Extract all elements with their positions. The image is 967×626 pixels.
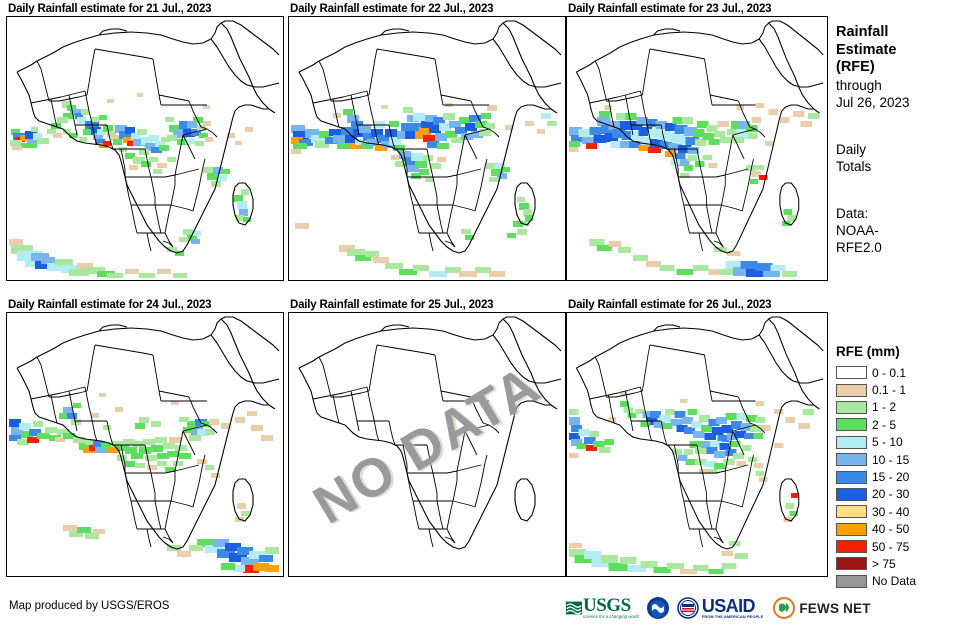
info-spacer-2 bbox=[836, 175, 964, 205]
legend-item: 50 - 75 bbox=[836, 538, 964, 555]
usgs-logo[interactable]: USGS science for a changing world bbox=[566, 595, 639, 621]
usaid-wordmark: USAID bbox=[701, 595, 756, 616]
legend-swatch bbox=[836, 418, 867, 432]
legend-swatch bbox=[836, 505, 867, 519]
info-totals-line1: Daily bbox=[836, 141, 867, 157]
africa-outline bbox=[298, 316, 562, 550]
usaid-logo[interactable]: USAID FROM THE AMERICAN PEOPLE bbox=[677, 595, 763, 621]
map-frame[interactable]: NO DATA bbox=[288, 312, 566, 577]
info-data-line2: NOAA- bbox=[836, 222, 879, 238]
rainfall-raster bbox=[9, 393, 279, 573]
info-through-line2: Jul 26, 2023 bbox=[836, 94, 910, 110]
legend-label: No Data bbox=[872, 574, 917, 589]
fews-net-logo[interactable]: FEWS NET bbox=[773, 595, 871, 621]
rainfall-raster bbox=[291, 103, 557, 277]
map-frame[interactable] bbox=[6, 312, 284, 577]
map-panel-24-jul: Daily Rainfall estimate for 24 Jul., 202… bbox=[6, 298, 284, 577]
legend-item: 0 - 0.1 bbox=[836, 364, 964, 381]
legend: RFE (mm) 0 - 0.1 0.1 - 1 1 - 2 2 - 5 5 -… bbox=[836, 344, 964, 590]
usgs-wave-icon bbox=[566, 601, 582, 615]
legend-item: 15 - 20 bbox=[836, 468, 964, 485]
legend-label: 2 - 5 bbox=[872, 417, 897, 432]
legend-label: 0 - 0.1 bbox=[872, 365, 907, 380]
panel-title: Daily Rainfall estimate for 25 Jul., 202… bbox=[290, 299, 494, 311]
info-panel: Rainfall Estimate (RFE) through Jul 26, … bbox=[836, 24, 964, 256]
legend-item: 0.1 - 1 bbox=[836, 381, 964, 398]
usaid-seal-icon bbox=[677, 597, 699, 619]
usaid-tagline: FROM THE AMERICAN PEOPLE bbox=[701, 613, 764, 619]
panel-title: Daily Rainfall estimate for 24 Jul., 202… bbox=[8, 299, 212, 311]
legend-swatch bbox=[836, 574, 867, 588]
africa-outline bbox=[298, 20, 562, 254]
africa-outline bbox=[575, 316, 824, 550]
legend-label: > 75 bbox=[872, 556, 896, 571]
logo-bar: USGS science for a changing world USAID bbox=[566, 594, 871, 622]
legend-swatch bbox=[836, 540, 867, 554]
legend-swatch bbox=[836, 400, 867, 414]
legend-label: 10 - 15 bbox=[872, 452, 910, 467]
rainfall-raster bbox=[568, 391, 814, 574]
legend-item: 1 - 2 bbox=[836, 399, 964, 416]
noaa-logo[interactable] bbox=[646, 595, 670, 621]
info-heading-line2: Estimate bbox=[836, 41, 897, 58]
fews-net-globe-icon bbox=[773, 597, 796, 619]
map-panel-23-jul: Daily Rainfall estimate for 23 Jul., 202… bbox=[566, 2, 828, 281]
legend-title: RFE (mm) bbox=[836, 344, 900, 359]
legend-label: 15 - 20 bbox=[872, 470, 910, 485]
legend-item: 10 - 15 bbox=[836, 451, 964, 468]
map-panel-22-jul: Daily Rainfall estimate for 22 Jul., 202… bbox=[288, 2, 566, 281]
info-spacer-1 bbox=[836, 111, 964, 141]
info-heading-line1: Rainfall bbox=[836, 24, 889, 40]
legend-item: No Data bbox=[836, 573, 964, 590]
map-frame[interactable] bbox=[566, 16, 828, 281]
info-data-line1: Data: bbox=[836, 205, 869, 221]
legend-swatch bbox=[836, 557, 867, 571]
legend-item: > 75 bbox=[836, 555, 964, 572]
map-panel-25-jul: Daily Rainfall estimate for 25 Jul., 202… bbox=[288, 298, 566, 577]
info-totals-line2: Totals bbox=[836, 158, 872, 174]
rainfall-raster bbox=[9, 93, 253, 278]
legend-item: 30 - 40 bbox=[836, 503, 964, 520]
africa-outline bbox=[16, 316, 280, 550]
legend-swatch bbox=[836, 435, 867, 449]
legend-item: 5 - 10 bbox=[836, 434, 964, 451]
legend-item: 2 - 5 bbox=[836, 416, 964, 433]
panel-title: Daily Rainfall estimate for 23 Jul., 202… bbox=[568, 3, 772, 15]
legend-swatch bbox=[836, 366, 867, 380]
map-credit: Map produced by USGS/EROS bbox=[9, 600, 170, 612]
noaa-seal-icon bbox=[646, 597, 669, 619]
legend-label: 40 - 50 bbox=[872, 522, 910, 537]
legend-swatch bbox=[836, 453, 867, 467]
legend-label: 50 - 75 bbox=[872, 539, 910, 554]
panel-title: Daily Rainfall estimate for 21 Jul., 202… bbox=[8, 3, 212, 15]
legend-label: 20 - 30 bbox=[872, 487, 910, 502]
legend-swatch bbox=[836, 383, 867, 397]
legend-swatch bbox=[836, 487, 867, 501]
legend-label: 0.1 - 1 bbox=[872, 383, 907, 398]
africa-outline bbox=[575, 20, 824, 254]
info-heading-line3: (RFE) bbox=[836, 59, 875, 75]
legend-label: 30 - 40 bbox=[872, 504, 910, 519]
info-data-line3: RFE2.0 bbox=[836, 239, 882, 255]
map-frame[interactable] bbox=[288, 16, 566, 281]
legend-label: 1 - 2 bbox=[872, 400, 897, 415]
map-panel-26-jul: Daily Rainfall estimate for 26 Jul., 202… bbox=[566, 298, 828, 577]
info-through-line1: through bbox=[836, 77, 882, 93]
panel-title: Daily Rainfall estimate for 22 Jul., 202… bbox=[290, 3, 494, 15]
map-frame[interactable] bbox=[6, 16, 284, 281]
legend-label: 5 - 10 bbox=[872, 435, 903, 450]
africa-outline bbox=[16, 20, 280, 254]
legend-item: 40 - 50 bbox=[836, 521, 964, 538]
panel-title: Daily Rainfall estimate for 26 Jul., 202… bbox=[568, 299, 772, 311]
fews-net-wordmark: FEWS NET bbox=[799, 600, 871, 616]
usgs-wordmark: USGS bbox=[583, 595, 631, 616]
legend-item: 20 - 30 bbox=[836, 486, 964, 503]
map-panel-21-jul: Daily Rainfall estimate for 21 Jul., 202… bbox=[6, 2, 284, 281]
map-frame[interactable] bbox=[566, 312, 828, 577]
legend-swatch bbox=[836, 470, 867, 484]
legend-swatch bbox=[836, 522, 867, 536]
usgs-tagline: science for a changing world bbox=[583, 614, 639, 619]
